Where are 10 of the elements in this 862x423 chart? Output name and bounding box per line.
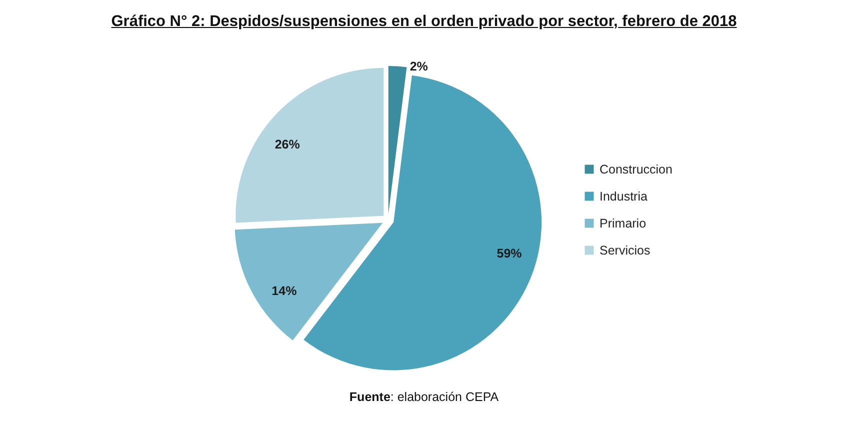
data-label: 2% xyxy=(410,59,428,74)
source-note: Fuente: elaboración CEPA xyxy=(349,390,499,404)
legend-label: Servicios xyxy=(600,243,650,258)
data-label: 14% xyxy=(272,284,297,298)
data-label: 59% xyxy=(496,246,522,261)
legend-label: Primario xyxy=(600,216,646,230)
legend-label: Construccion xyxy=(600,162,672,176)
legend-label: Industria xyxy=(600,189,648,204)
chart-title: Gráfico N° 2: Despidos/suspensiones en el orden privado por sector, febrero de 2018 xyxy=(110,13,738,31)
data-label: 26% xyxy=(274,137,300,152)
